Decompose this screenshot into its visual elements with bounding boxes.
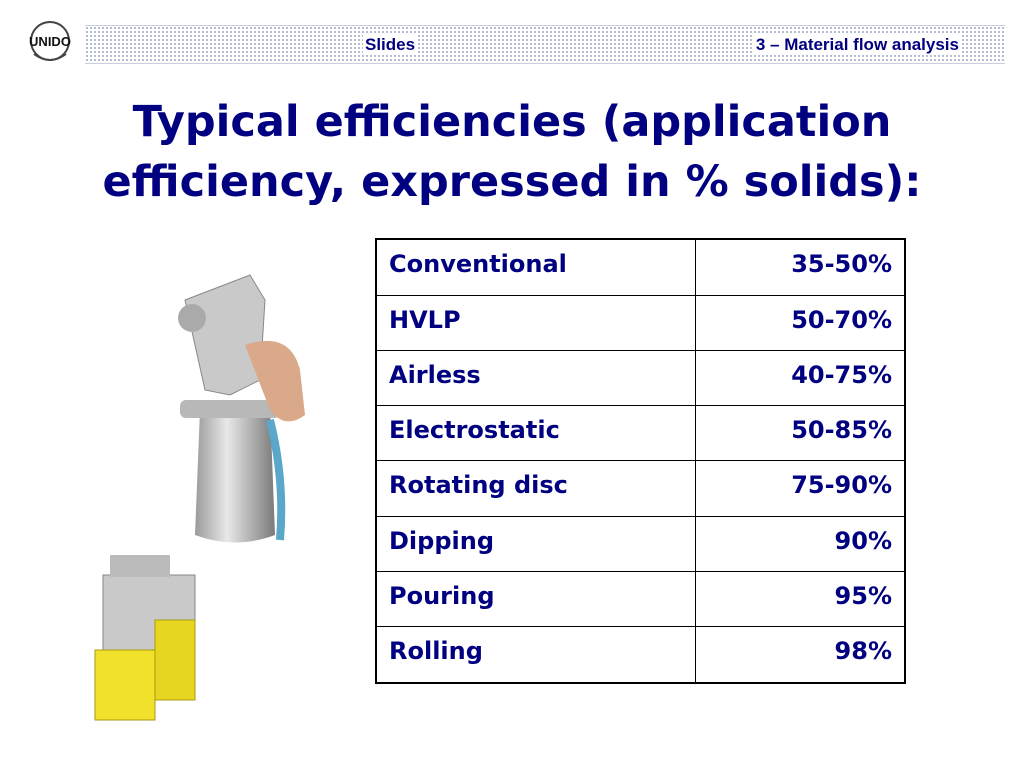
method-cell: Pouring (375, 571, 696, 628)
slide-title: Typical efficiencies (application effici… (102, 97, 922, 207)
method-cell: Rotating disc (375, 460, 696, 517)
header-right: 3 – Material flow analysis (753, 35, 961, 55)
efficiency-cell: 40-75% (695, 349, 906, 407)
efficiency-table: Conventional 35-50% HVLP 50-70% Airless 40-75… (375, 238, 906, 684)
method-cell: Electrostatic (375, 405, 696, 462)
table-row: Electrostatic 50-85% (375, 405, 906, 462)
method-cell: Conventional (375, 238, 696, 296)
method-cell: Rolling (375, 626, 696, 684)
method-cell: Airless (375, 349, 696, 407)
header-left: Slides (363, 35, 418, 55)
method-cell: Dipping (375, 515, 696, 573)
efficiency-cell: 50-85% (695, 405, 906, 462)
efficiency-cell: 35-50% (695, 238, 906, 296)
logo: UNIDO (29, 21, 71, 61)
efficiency-cell: 95% (695, 571, 906, 628)
table-row: Rolling 98% (375, 626, 906, 684)
efficiency-cell: 90% (695, 515, 906, 573)
table-row: Conventional 35-50% (375, 238, 906, 296)
table-row: Pouring 95% (375, 571, 906, 628)
table-row: Dipping 90% (375, 515, 906, 573)
table-row: Rotating disc 75-90% (375, 460, 906, 517)
efficiency-cell: 75-90% (695, 460, 906, 517)
header-bar: Slides 3 – Material flow analysis (85, 25, 1005, 64)
illustrations (94, 274, 305, 721)
efficiency-cell: 50-70% (695, 294, 906, 351)
table-row: HVLP 50-70% (375, 294, 906, 351)
efficiency-cell: 98% (695, 626, 906, 684)
table-row: Airless 40-75% (375, 349, 906, 407)
logo-text: UNIDO (29, 34, 71, 49)
method-cell: HVLP (375, 294, 696, 351)
